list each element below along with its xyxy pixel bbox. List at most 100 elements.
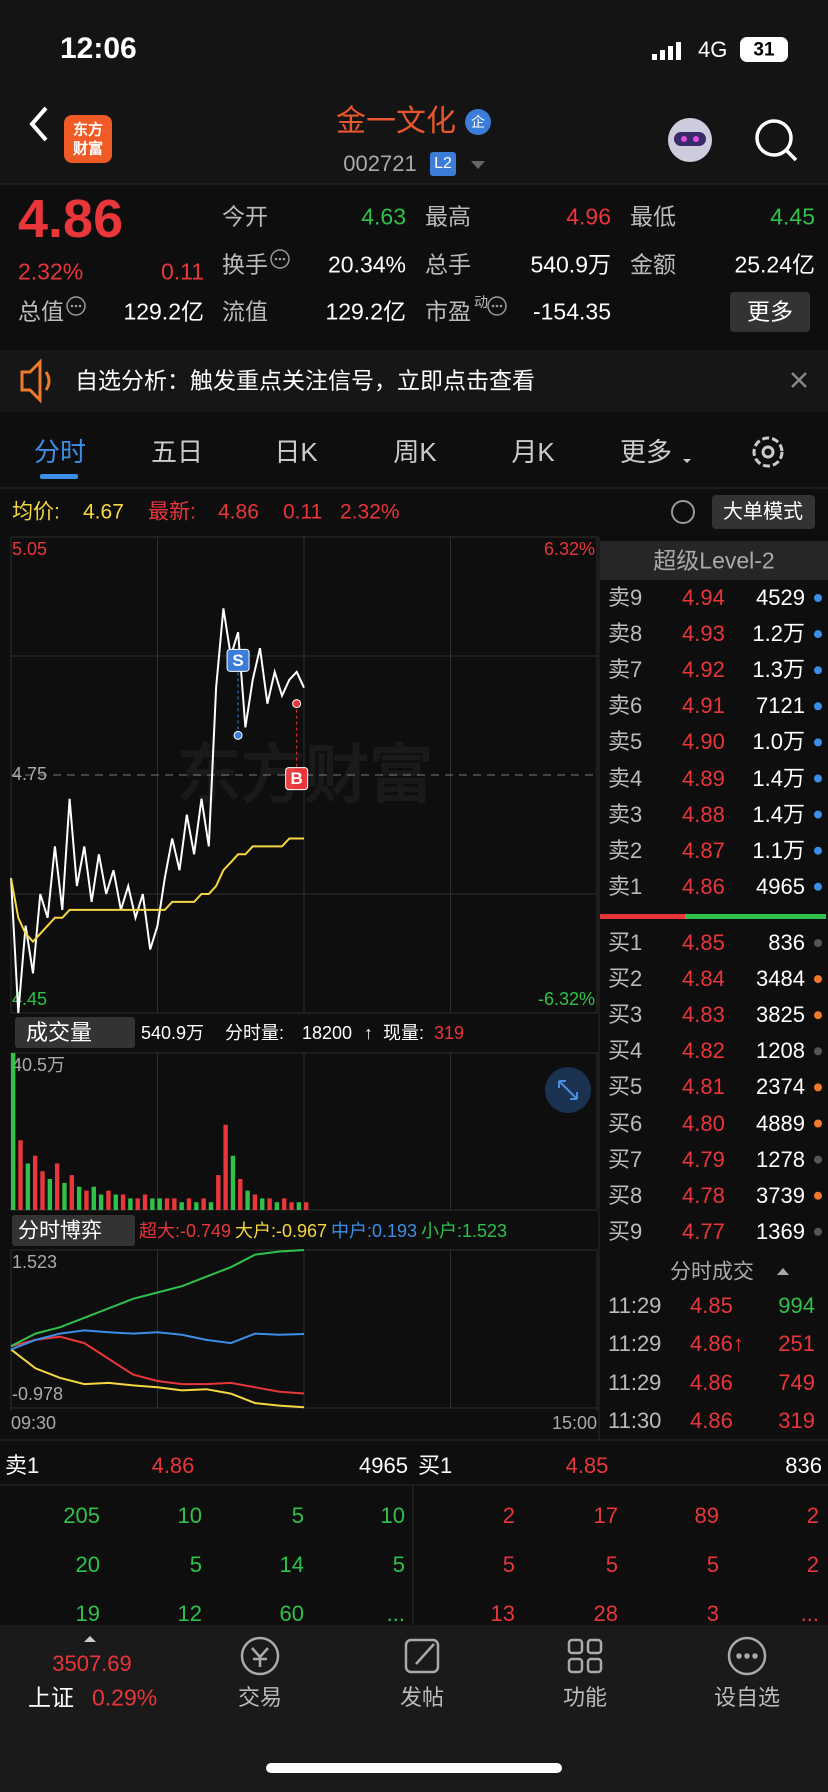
- more-button[interactable]: 更多: [747, 298, 793, 325]
- trade-time: 11:29: [608, 1293, 662, 1318]
- stat-label: 总手: [425, 251, 471, 278]
- tab-item[interactable]: 功能: [562, 1685, 608, 1710]
- info-icon: [66, 296, 86, 316]
- mode-button[interactable]: 大单模式: [723, 501, 803, 523]
- book-label: 卖3: [608, 801, 643, 827]
- help-icon[interactable]: [671, 500, 695, 524]
- legend-name: 大户:: [235, 1221, 277, 1241]
- ratio-bar-ask: [600, 914, 685, 919]
- tab[interactable]: 日K: [274, 437, 318, 467]
- depth-cell: 20: [75, 1552, 100, 1577]
- book-volume: 3739: [756, 1182, 805, 1208]
- stat-label: 最低: [630, 203, 676, 230]
- volume-bar: [54, 1163, 60, 1210]
- y-tick-label: -0.978: [12, 1384, 63, 1404]
- depth-cell: 10: [177, 1503, 202, 1528]
- more-button-bg[interactable]: [730, 292, 810, 332]
- book-volume: 1.2万: [752, 621, 805, 647]
- y-tick-label: 4.75: [12, 764, 47, 784]
- back-icon[interactable]: [29, 106, 48, 142]
- book-volume: 836: [768, 930, 805, 955]
- index-name[interactable]: 上证: [28, 1684, 74, 1711]
- selector-bg[interactable]: [12, 1215, 135, 1246]
- tab-item[interactable]: 交易: [237, 1685, 283, 1710]
- volume-bar: [179, 1202, 184, 1210]
- book-volume: 3825: [756, 1002, 805, 1028]
- series-line: [10, 1348, 305, 1409]
- level-badge: L2: [434, 155, 452, 172]
- index-value[interactable]: 3507.69: [52, 1651, 132, 1676]
- tab[interactable]: 分时: [33, 437, 87, 467]
- tab[interactable]: 更多: [619, 437, 673, 467]
- legend-value: 0.193: [372, 1221, 418, 1241]
- depth-bid-price: 4.85: [565, 1453, 609, 1478]
- book-price: 4.79: [682, 1146, 725, 1172]
- depth-cell: 3: [706, 1601, 719, 1626]
- info-circle: [487, 296, 507, 316]
- ratio-bar-bid: [685, 914, 826, 919]
- stat-label: 总值: [18, 298, 64, 325]
- expand-icon[interactable]: [558, 1080, 578, 1100]
- volume-selector[interactable]: 成交量: [26, 1020, 93, 1045]
- tab-icons: [240, 1636, 767, 1676]
- stat-value: 4.96: [566, 203, 611, 230]
- trade-price: 4.85: [690, 1293, 733, 1318]
- trade-time: 11:29: [608, 1331, 662, 1357]
- volume-bar: [76, 1186, 82, 1210]
- tab-item[interactable]: 设自选: [713, 1685, 781, 1710]
- volume-bar: [91, 1186, 96, 1210]
- search-icon[interactable]: [755, 119, 798, 162]
- interval-volume: 18200: [302, 1023, 353, 1043]
- info-icon: [487, 296, 507, 316]
- index-toggle-icon[interactable]: [84, 1636, 96, 1642]
- book-volume: 7121: [756, 693, 805, 719]
- tab[interactable]: 五日: [150, 437, 204, 467]
- legend-name: 小户:: [421, 1221, 463, 1241]
- volume-bar: [274, 1202, 280, 1210]
- trade-price: 4.86: [690, 1369, 733, 1395]
- index-change[interactable]: 0.29%: [92, 1684, 158, 1711]
- settings-icon[interactable]: [752, 436, 784, 468]
- watermark: 东方财富: [177, 739, 433, 811]
- volume-bar: [47, 1178, 53, 1210]
- volume-bar: [150, 1198, 155, 1210]
- book-dot: [814, 1155, 822, 1164]
- sort-icon[interactable]: [777, 1268, 789, 1275]
- tab[interactable]: 月K: [511, 437, 555, 467]
- book-price: 4.88: [682, 801, 725, 827]
- book-price: 4.94: [682, 585, 725, 610]
- tab-more-icon[interactable]: [683, 459, 691, 463]
- book-volume: 1.3万: [752, 657, 805, 683]
- notice[interactable]: 自选分析：触发重点关注信号，立即点击查看: [75, 367, 535, 394]
- book-dot: [814, 774, 822, 783]
- depth-cell: 89: [694, 1503, 719, 1528]
- volume-bar: [106, 1190, 111, 1210]
- close-icon[interactable]: [791, 372, 807, 388]
- depth-cell: 14: [279, 1552, 304, 1577]
- dropdown-icon[interactable]: [471, 161, 485, 169]
- interval-label: 分时量:: [225, 1023, 285, 1043]
- interval-arrow: ↑: [364, 1023, 373, 1043]
- volume-bar: [267, 1198, 272, 1210]
- book-label: 卖6: [608, 693, 643, 719]
- robot-icon[interactable]: [668, 118, 712, 162]
- depth-cell: ...: [386, 1601, 405, 1626]
- depth-cell: 19: [75, 1601, 100, 1626]
- selector-bg[interactable]: [15, 1017, 135, 1048]
- stock-name: 金一文化: [336, 105, 456, 138]
- mode-button-bg[interactable]: [712, 495, 815, 529]
- tab[interactable]: 周K: [393, 437, 437, 467]
- depth-cell: 5: [189, 1552, 202, 1577]
- book-label: 买2: [608, 966, 643, 992]
- tab-item[interactable]: 发帖: [399, 1685, 445, 1710]
- volume-bar: [296, 1202, 302, 1210]
- book-label: 卖9: [608, 585, 643, 610]
- book-dot: [814, 1191, 822, 1200]
- flow-selector[interactable]: 分时博弈: [18, 1219, 102, 1243]
- book-volume: 1.1万: [752, 837, 805, 863]
- book-price: 4.85: [682, 930, 725, 955]
- depth-cell: 60: [279, 1601, 304, 1626]
- badge: 企: [471, 114, 485, 130]
- info-dot: [282, 257, 286, 261]
